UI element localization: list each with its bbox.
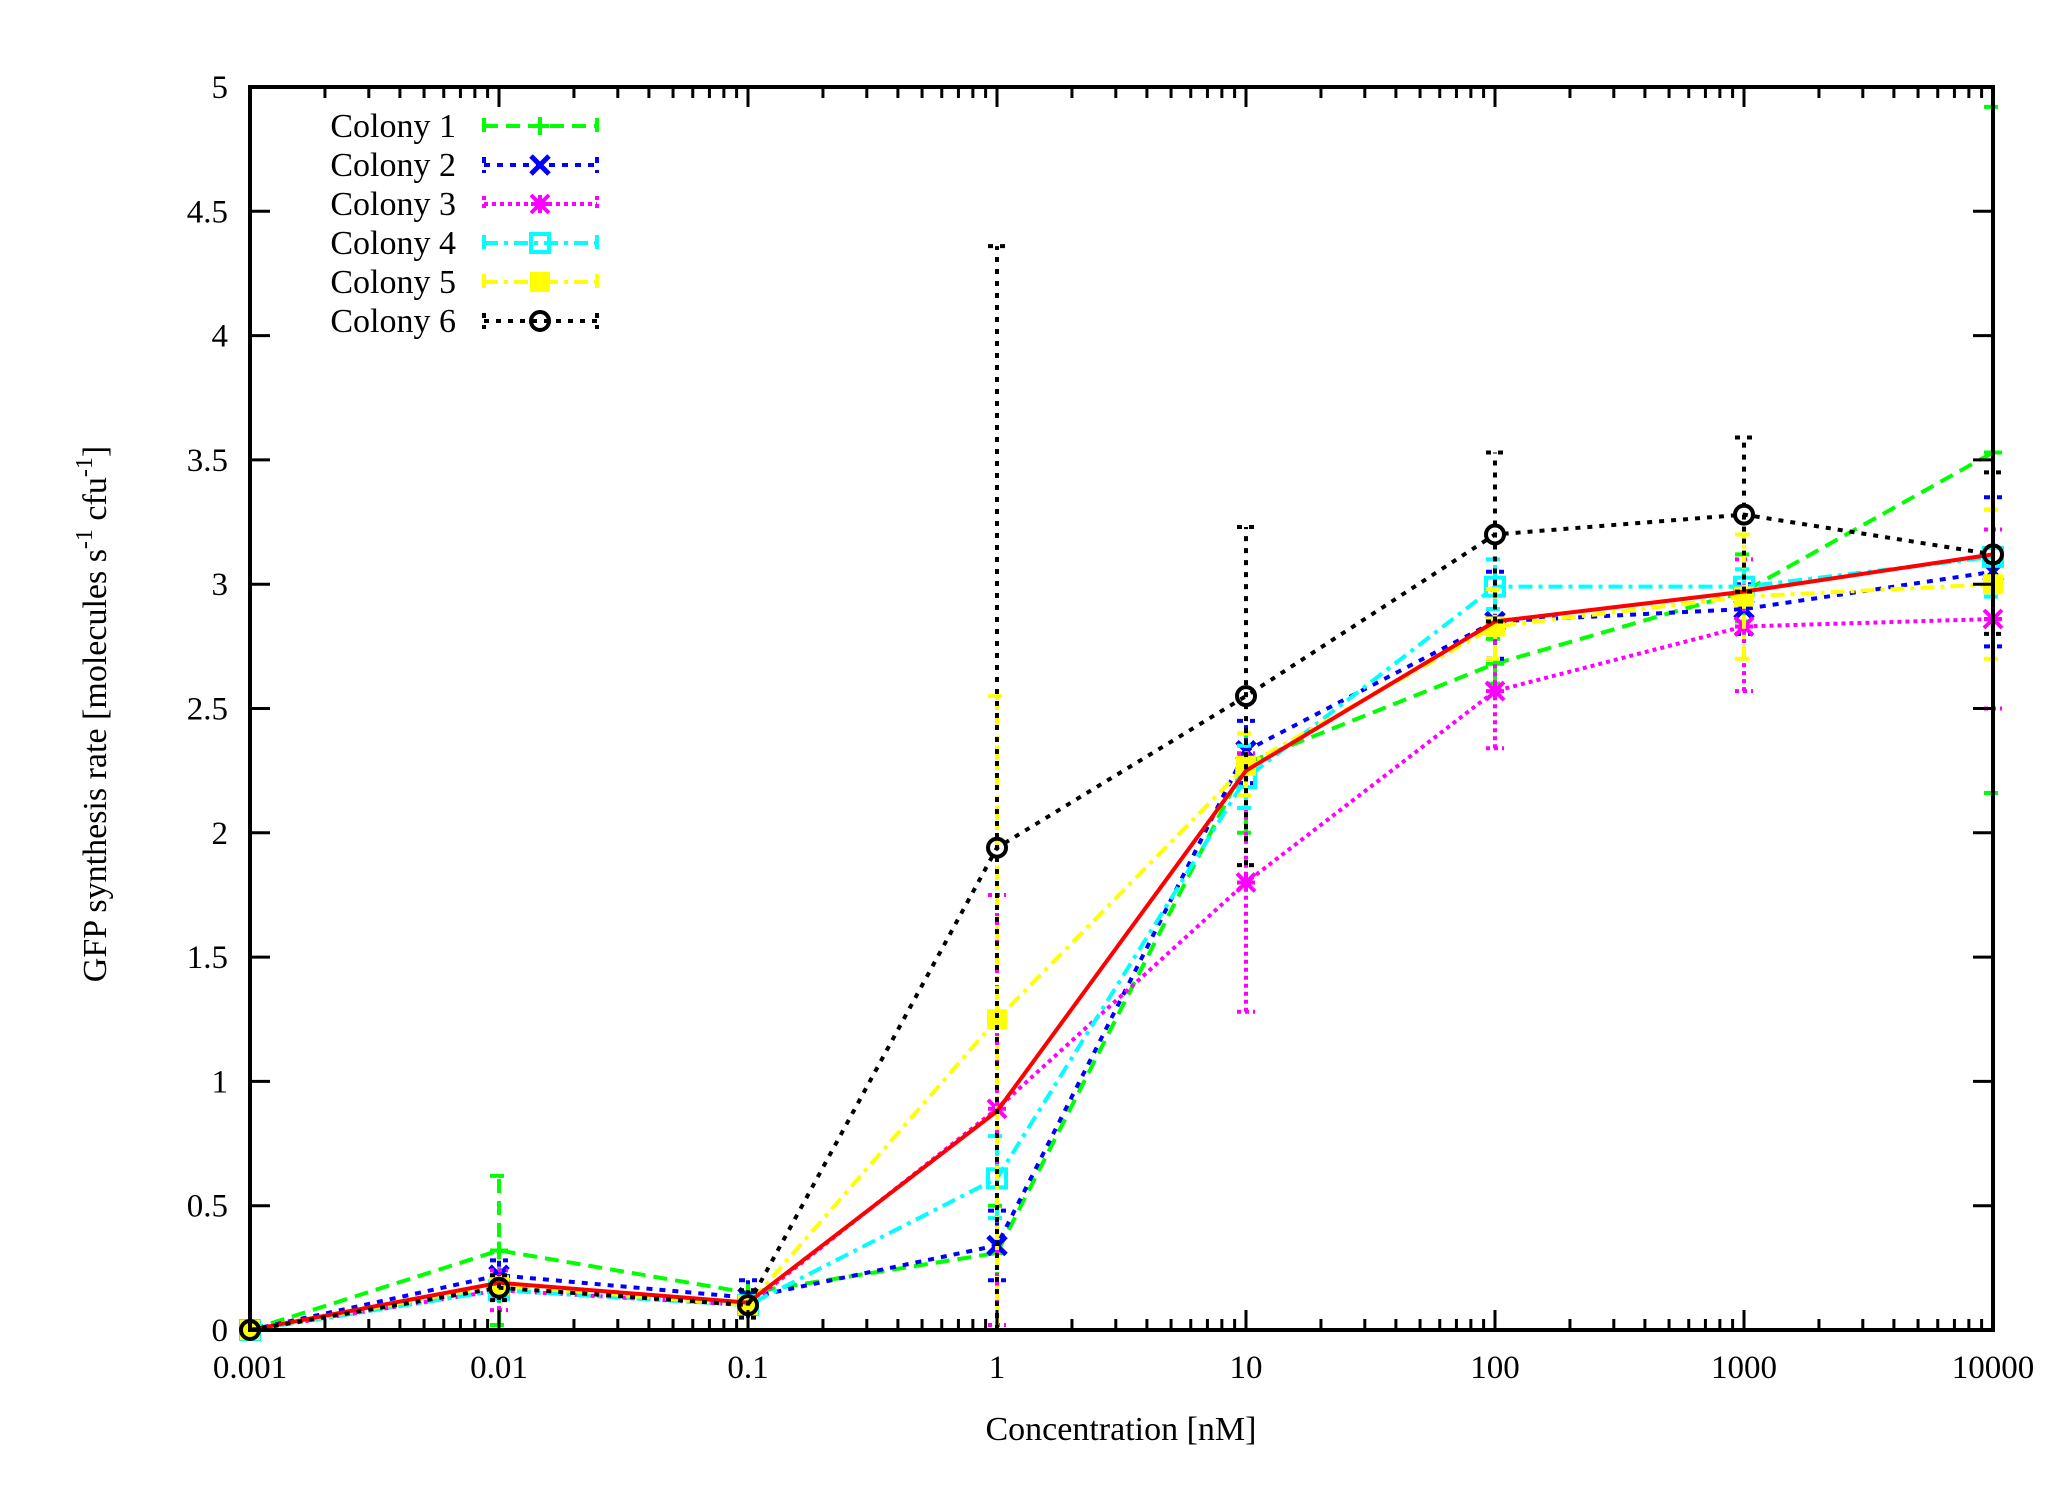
legend-marker [531,117,549,135]
data-point [1733,503,1755,526]
y-tick-label: 4 [212,319,229,355]
plot-marks [239,104,2004,1341]
legend-item: Colony 1 [330,108,599,145]
data-point [1484,523,1506,546]
legend-label: Colony 3 [330,186,456,223]
series-colony-6 [239,244,2004,1341]
x-tick-label: 10 [1230,1350,1263,1386]
legend-line-sample [482,274,599,290]
series-line [249,582,1994,1332]
x-tick-label: 0.1 [727,1350,768,1386]
axis-ticks: 0.001 0.01 0.1 1 10 100 1000 10000 0 0.5 1 1.5 2 2.5 3… [187,70,2035,1386]
y-tick-label: 3 [212,567,229,603]
legend-label: Colony 2 [330,147,456,184]
y-tick-label: 2.5 [187,692,228,728]
series-line [249,569,1994,1332]
legend-item: Colony 3 [330,186,599,223]
x-tick-label: 100 [1470,1350,1520,1386]
series-line [249,450,1994,1332]
y-tick-label: 5 [212,70,229,106]
data-point [490,1241,508,1260]
x-axis-title: Concentration [nM] [986,1411,1257,1448]
series-line [249,552,1994,1332]
y-tick-label: 3.5 [187,443,228,479]
series-line [249,617,1994,1332]
data-point [488,1276,510,1299]
series-line [249,554,1994,1332]
legend-label: Colony 6 [330,303,456,340]
x-tick-label: 10000 [1952,1350,2035,1386]
y-tick-label: 1 [212,1064,229,1100]
legend-marker [529,193,551,215]
legend-line-sample [482,235,599,251]
legend-marker [529,154,551,176]
data-point [987,1009,1007,1030]
x-tick-label: 1 [989,1350,1006,1386]
legend-marker [529,232,551,254]
x-tick-label: 0.001 [213,1350,287,1386]
y-tick-label: 0 [212,1313,229,1349]
x-tick-label: 1000 [1711,1350,1777,1386]
y-tick-label: 4.5 [187,194,228,230]
series-mean [249,552,1994,1332]
error-bar [1237,525,1255,868]
legend-item: Colony 4 [330,225,599,262]
series-colony-1 [241,104,2002,1339]
legend-item: Colony 5 [330,264,599,301]
legend-label: Colony 1 [330,108,456,145]
data-point [1235,685,1257,708]
legend-item: Colony 2 [330,147,599,184]
error-bar [1486,450,1504,624]
y-axis-title: GFP synthesis rate [molecules s-1 cfu-1] [72,446,114,982]
legend-marker [530,272,550,292]
data-point [1484,680,1506,702]
x-tick-label: 0.01 [470,1350,528,1386]
y-tick-label: 1.5 [187,940,228,976]
y-tick-label: 0.5 [187,1189,228,1225]
legend-item: Colony 6 [330,303,599,340]
legend-label: Colony 4 [330,225,456,262]
plot-frame [248,85,1995,1332]
series-colony-3 [239,527,2004,1341]
data-point [986,836,1008,859]
series-line [249,512,1994,1332]
legend-label: Colony 5 [330,264,456,301]
legend-marker [529,310,551,332]
legend-line-sample [482,313,599,329]
error-bar [1735,435,1753,594]
y-tick-label: 2 [212,816,229,852]
data-point [1235,872,1257,893]
